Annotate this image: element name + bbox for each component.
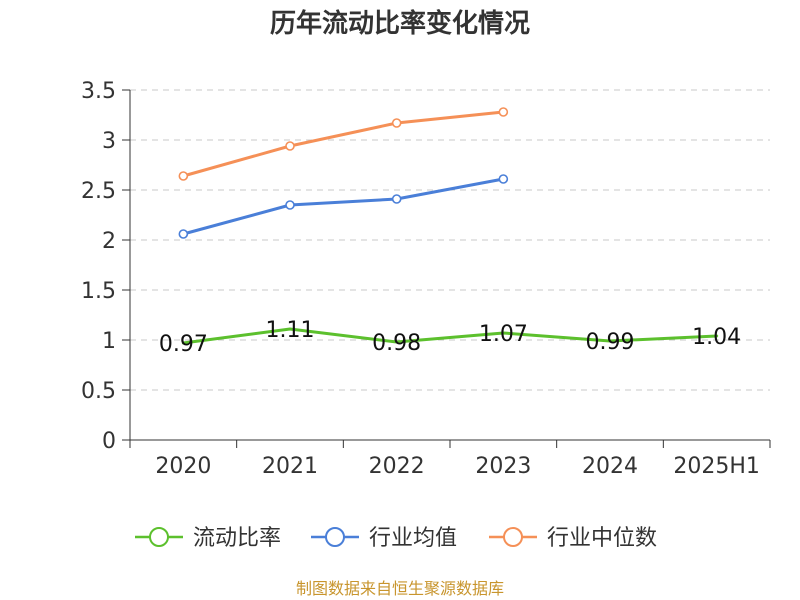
y-tick-label: 2 — [102, 229, 116, 254]
y-tick-label: 0 — [102, 429, 116, 454]
data-label: 1.04 — [692, 325, 741, 350]
x-tick-label: 2024 — [582, 454, 638, 479]
data-point[interactable] — [498, 107, 509, 117]
legend-circle-icon — [325, 527, 345, 547]
y-tick-label: 3 — [102, 129, 116, 154]
data-label: 1.07 — [479, 322, 528, 347]
legend-label: 流动比率 — [193, 526, 281, 551]
data-point[interactable] — [178, 171, 189, 181]
data-point[interactable] — [285, 141, 295, 151]
grid-lines — [130, 89, 770, 391]
y-tick-label: 0.5 — [81, 379, 116, 404]
legend-item-2[interactable]: 行业中位数 — [489, 526, 657, 551]
legend-label: 行业中位数 — [547, 526, 657, 551]
legend-item-0[interactable]: 流动比率 — [135, 526, 281, 551]
x-tick-label: 2020 — [155, 454, 211, 479]
data-label: 1.11 — [266, 318, 315, 343]
y-tick-label: 1 — [102, 329, 116, 354]
source-note: 制图数据来自恒生聚源数据库 — [296, 579, 504, 598]
series-line-0 — [181, 327, 719, 345]
y-tick-label: 2.5 — [81, 179, 116, 204]
series-lines — [181, 110, 719, 345]
data-label: 0.99 — [586, 330, 635, 355]
x-tick-label: 2023 — [475, 454, 531, 479]
data-label: 0.97 — [159, 332, 208, 357]
x-tick-label: 2025H1 — [673, 454, 760, 479]
series-line-1 — [181, 177, 505, 236]
legend-circle-icon — [149, 527, 169, 547]
data-point[interactable] — [391, 118, 402, 128]
data-point[interactable] — [391, 194, 402, 204]
series-line-2 — [181, 110, 505, 178]
data-point[interactable] — [178, 229, 189, 239]
data-point[interactable] — [285, 200, 295, 210]
legend-item-1[interactable]: 行业均值 — [311, 526, 457, 551]
legend[interactable]: 流动比率 行业均值 行业中位数 — [135, 526, 657, 551]
y-tick-label: 1.5 — [81, 279, 116, 304]
data-point[interactable] — [498, 174, 509, 184]
data-labels: 0.97 1.11 0.98 1.07 0.99 1.04 — [159, 318, 741, 357]
legend-circle-icon — [503, 527, 523, 547]
chart-title: 历年流动比率变化情况 — [270, 8, 530, 39]
data-label: 0.98 — [372, 331, 421, 356]
series-markers — [178, 107, 509, 239]
x-tick-label: 2022 — [369, 454, 425, 479]
legend-label: 行业均值 — [369, 526, 457, 551]
x-tick-label: 2021 — [262, 454, 318, 479]
y-tick-label: 3.5 — [81, 79, 116, 104]
axes: 0 0.5 1 1.5 2 2.5 3 3.5 2020 2021 2022 2023 2024 2025… — [81, 79, 771, 479]
